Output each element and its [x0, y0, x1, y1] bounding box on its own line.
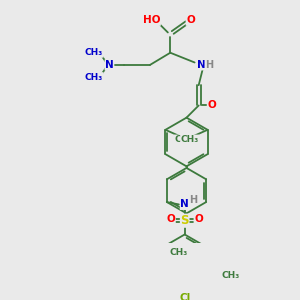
Text: CH₃: CH₃ [174, 135, 192, 144]
Text: H: H [189, 195, 197, 205]
Text: S: S [180, 214, 189, 227]
Text: CH₃: CH₃ [181, 135, 199, 144]
Text: O: O [207, 100, 216, 110]
Text: H: H [205, 60, 213, 70]
Text: O: O [194, 214, 203, 224]
Text: CH₃: CH₃ [169, 248, 188, 257]
Text: O: O [186, 15, 195, 25]
Text: CH₃: CH₃ [85, 73, 103, 82]
Text: N: N [197, 60, 206, 70]
Text: N: N [180, 200, 189, 209]
Text: HO: HO [143, 15, 160, 25]
Text: CH₃: CH₃ [221, 271, 239, 280]
Text: N: N [105, 60, 114, 70]
Text: Cl: Cl [179, 293, 190, 300]
Text: O: O [167, 214, 175, 224]
Text: CH₃: CH₃ [85, 48, 103, 57]
